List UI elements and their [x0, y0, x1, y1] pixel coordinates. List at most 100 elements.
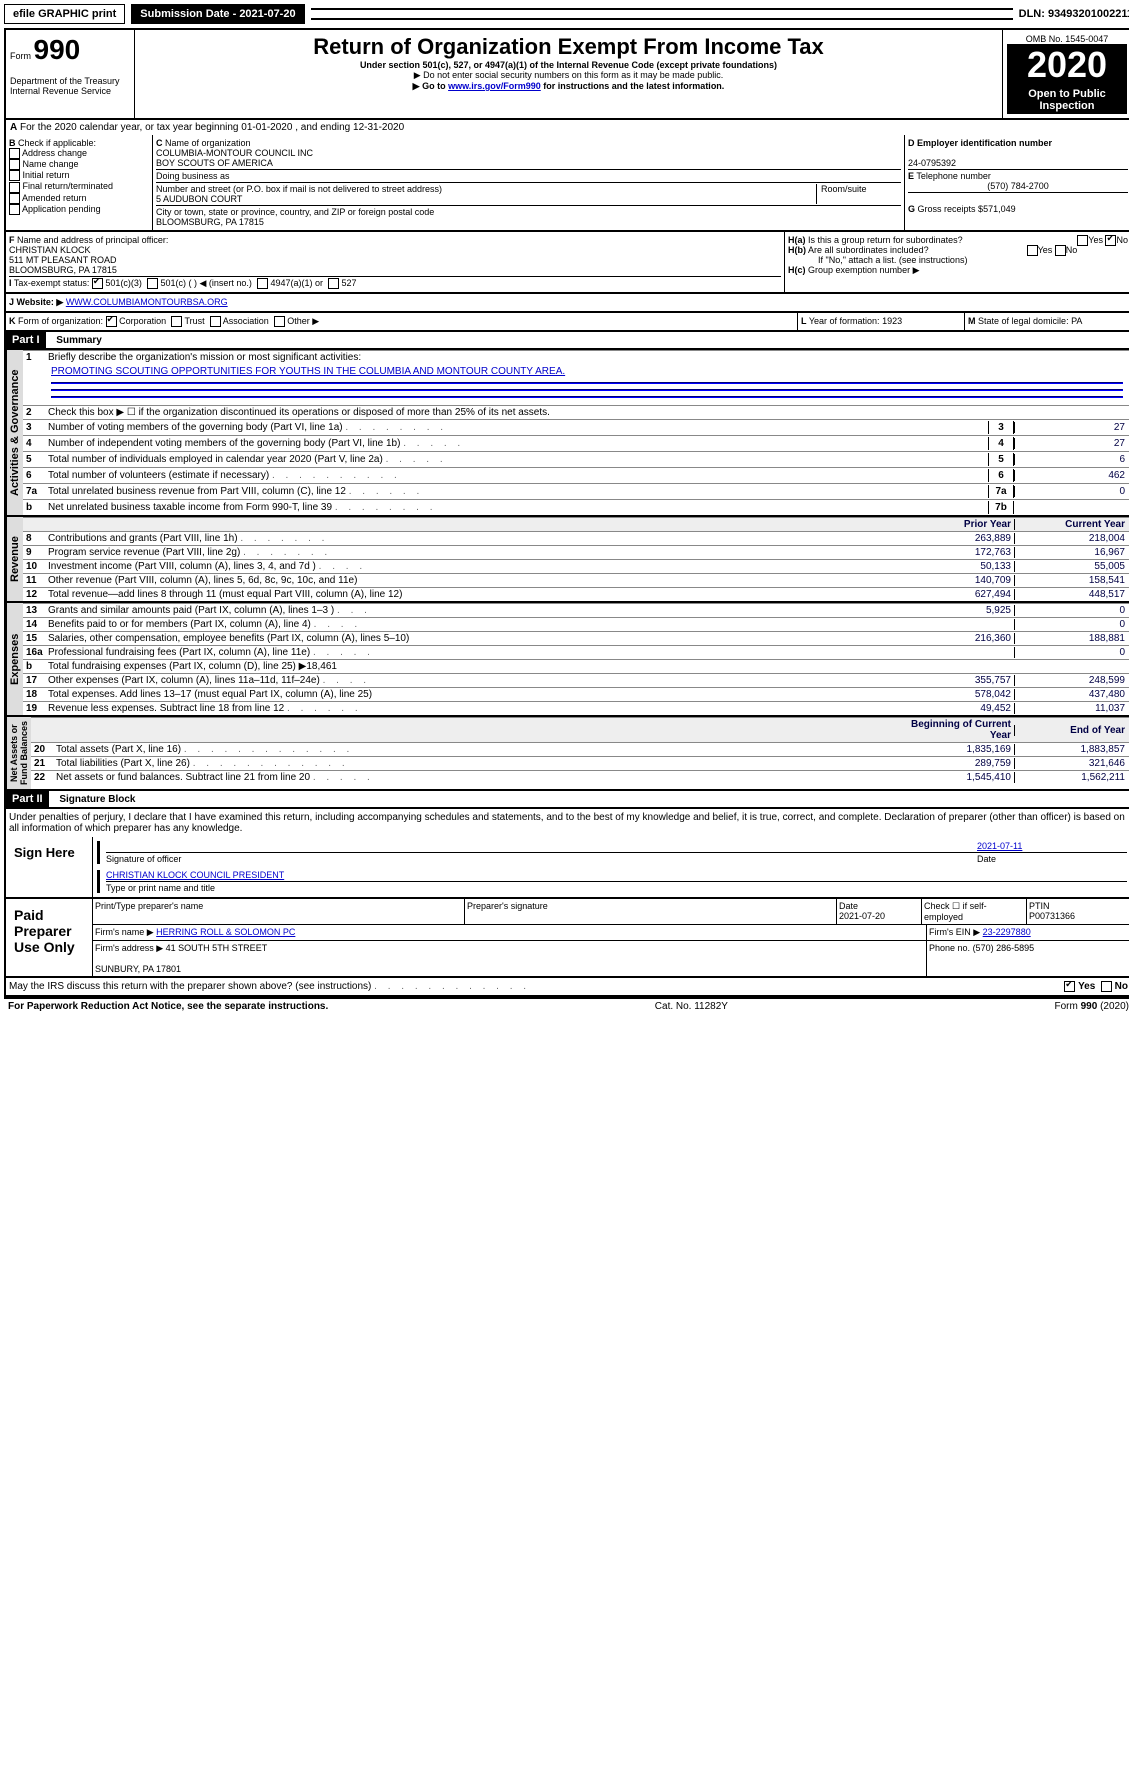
- chk-assoc[interactable]: [210, 316, 221, 327]
- city-lbl: City or town, state or province, country…: [156, 207, 434, 217]
- fhi-grid: F Name and address of principal officer:…: [4, 232, 1129, 294]
- curr-year-hdr: Current Year: [1014, 519, 1128, 530]
- f-lbl: Name and address of principal officer:: [17, 235, 168, 245]
- under-text: Under section 501(c), 527, or 4947(a)(1)…: [360, 60, 777, 70]
- l-lbl: Year of formation:: [809, 316, 880, 326]
- may-discuss-row: May the IRS discuss this return with the…: [4, 978, 1129, 997]
- submission-btn[interactable]: Submission Date - 2021-07-20: [131, 4, 304, 24]
- chk-address[interactable]: [9, 148, 20, 159]
- part1-header-row: Part I Summary: [4, 332, 1129, 350]
- mission-text[interactable]: PROMOTING SCOUTING OPPORTUNITIES FOR YOU…: [51, 366, 565, 377]
- firm-name[interactable]: HERRING ROLL & SOLOMON PC: [156, 927, 295, 937]
- l7b-txt: Net unrelated business taxable income fr…: [48, 502, 332, 513]
- j-row: J Website: ▶ WWW.COLUMBIAMONTOURBSA.ORG: [4, 294, 1129, 313]
- l3-val: 27: [1014, 422, 1128, 433]
- dept: Department of the Treasury: [10, 76, 120, 86]
- chk-amended[interactable]: [9, 193, 20, 204]
- chk-other[interactable]: [274, 316, 285, 327]
- paid-lbl: Paid Preparer Use Only: [6, 899, 92, 976]
- gross-lbl: Gross receipts $: [918, 204, 984, 214]
- open-to-public: Open to Public Inspection: [1007, 86, 1127, 114]
- dba-lbl: Doing business as: [156, 171, 230, 181]
- gross-val: 571,049: [983, 204, 1016, 214]
- l1-txt: Briefly describe the organization's miss…: [48, 352, 1128, 363]
- i-lbl: Tax-exempt status:: [14, 278, 90, 288]
- cat-no: Cat. No. 11282Y: [655, 1001, 728, 1012]
- top-spacer: [311, 8, 1013, 20]
- form-ref: Form 990 (2020): [1055, 1001, 1129, 1012]
- tel-val: (570) 784-2700: [908, 181, 1128, 191]
- m-val: PA: [1071, 316, 1082, 326]
- sig-officer-lbl: Signature of officer: [106, 854, 181, 864]
- discuss-no[interactable]: [1101, 981, 1112, 992]
- l6-val: 462: [1014, 470, 1128, 481]
- website-lbl: Website: ▶: [17, 297, 64, 307]
- part2-badge: Part II: [6, 791, 49, 807]
- chk-pending[interactable]: [9, 204, 20, 215]
- l-val: 1923: [882, 316, 902, 326]
- hb-note: If "No," attach a list. (see instruction…: [788, 255, 967, 265]
- b-label: Check if applicable:: [18, 138, 96, 148]
- room-lbl: Room/suite: [816, 184, 901, 204]
- l2-txt: Check this box ▶ ☐ if the organization d…: [48, 407, 1128, 418]
- footer: For Paperwork Reduction Act Notice, see …: [4, 997, 1129, 1014]
- identity-grid: B Check if applicable: Address change Na…: [4, 135, 1129, 232]
- l7a-txt: Total unrelated business revenue from Pa…: [48, 486, 346, 497]
- hb-yes[interactable]: [1027, 245, 1038, 256]
- sig-date: 2021-07-11: [977, 841, 1022, 851]
- addr-lbl: Number and street (or P.O. box if mail i…: [156, 184, 442, 194]
- website-link[interactable]: WWW.COLUMBIAMONTOURBSA.ORG: [66, 297, 228, 307]
- governance-section: Activities & Governance 1Briefly describ…: [4, 350, 1129, 517]
- ha-lbl: Is this a group return for subordinates?: [808, 235, 963, 245]
- vtab-expenses: Expenses: [6, 603, 23, 715]
- l6-txt: Total number of volunteers (estimate if …: [48, 470, 269, 481]
- form-header: Form 990 Department of the Treasury Inte…: [4, 28, 1129, 120]
- chk-corp[interactable]: [106, 316, 117, 327]
- dln: DLN: 93493201002211: [1019, 8, 1129, 20]
- ha-no[interactable]: [1105, 235, 1116, 246]
- netassets-section: Net Assets orFund Balances Beginning of …: [4, 717, 1129, 791]
- chk-4947[interactable]: [257, 278, 268, 289]
- l4-txt: Number of independent voting members of …: [48, 438, 400, 449]
- chk-name[interactable]: [9, 159, 20, 170]
- c-name-lbl: Name of organization: [165, 138, 251, 148]
- officer-printed: CHRISTIAN KLOCK COUNCIL PRESIDENT: [106, 870, 284, 880]
- boy-hdr: Beginning of Current Year: [901, 719, 1014, 741]
- ha-yes[interactable]: [1077, 235, 1088, 246]
- prior-year-hdr: Prior Year: [901, 519, 1014, 530]
- note1: ▶ Do not enter social security numbers o…: [139, 70, 998, 81]
- part2-header-row: Part II Signature Block: [4, 791, 1129, 809]
- paid-preparer-block: Paid Preparer Use Only Print/Type prepar…: [4, 899, 1129, 978]
- tel-lbl: Telephone number: [916, 171, 991, 181]
- form-word: Form: [10, 51, 31, 61]
- l7a-val: 0: [1014, 486, 1128, 497]
- chk-initial[interactable]: [9, 170, 20, 181]
- k-lbl: Form of organization:: [18, 316, 103, 326]
- chk-final[interactable]: [9, 182, 20, 193]
- hb-lbl: Are all subordinates included?: [808, 245, 929, 255]
- l4-val: 27: [1014, 438, 1128, 449]
- chk-trust[interactable]: [171, 316, 182, 327]
- ein-lbl: Employer identification number: [917, 138, 1052, 148]
- l5-val: 6: [1014, 454, 1128, 465]
- chk-501c3[interactable]: [92, 278, 103, 289]
- period-text: For the 2020 calendar year, or tax year …: [20, 122, 404, 133]
- revenue-section: Revenue Prior YearCurrent Year 8Contribu…: [4, 517, 1129, 603]
- vtab-revenue: Revenue: [6, 517, 23, 601]
- row-a: A For the 2020 calendar year, or tax yea…: [4, 120, 1129, 135]
- efile-btn[interactable]: efile GRAPHIC print: [4, 4, 125, 24]
- discuss-yes[interactable]: [1064, 981, 1075, 992]
- m-lbl: State of legal domicile:: [978, 316, 1069, 326]
- part1-title: Summary: [48, 335, 102, 346]
- expenses-section: Expenses 13Grants and similar amounts pa…: [4, 603, 1129, 717]
- form-title: Return of Organization Exempt From Incom…: [139, 34, 998, 60]
- hb-no[interactable]: [1055, 245, 1066, 256]
- top-bar: efile GRAPHIC print Submission Date - 20…: [4, 4, 1129, 24]
- ein-val: 24-0795392: [908, 158, 956, 168]
- note2: ▶ Go to www.irs.gov/Form990 for instruct…: [413, 81, 725, 91]
- chk-501c[interactable]: [147, 278, 158, 289]
- vtab-net: Net Assets orFund Balances: [6, 717, 31, 789]
- hc-lbl: Group exemption number ▶: [808, 265, 919, 275]
- chk-527[interactable]: [328, 278, 339, 289]
- org-name: COLUMBIA-MONTOUR COUNCIL INC BOY SCOUTS …: [156, 148, 313, 168]
